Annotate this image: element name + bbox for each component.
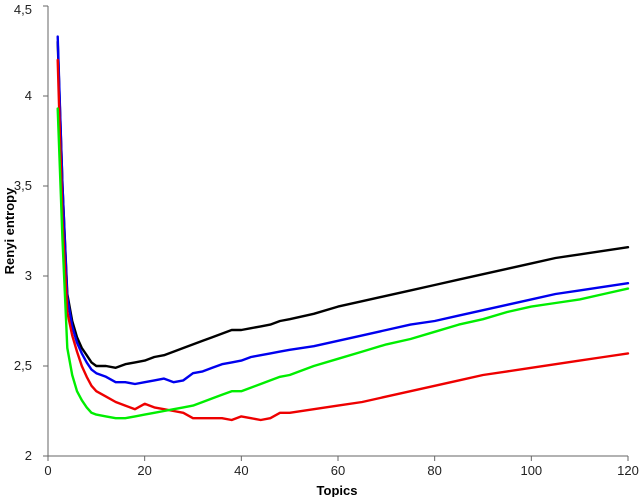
y-tick-label: 2 [25,448,32,463]
series-line-3 [56,58,630,422]
series-line-1 [56,40,630,369]
x-tick-label: 60 [331,463,345,478]
y-tick-label: 2,5 [14,358,32,373]
series-line-2 [56,35,630,386]
x-tick-label: 120 [617,463,639,478]
axes [47,6,628,457]
x-axis-title: Topics [317,483,358,497]
y-tick-label: 4 [25,88,32,103]
y-tick-label: 3,5 [14,178,32,193]
y-tick-label: 4,5 [14,2,32,17]
series-line-4 [56,107,630,420]
y-axis-title: Renyi entropy [2,187,17,274]
x-tick-label: 20 [137,463,151,478]
ticks: 0 20 40 60 80 100 120 2 2,5 3 3,5 4 4,5 [14,2,639,478]
x-tick-label: 80 [427,463,441,478]
series-group [56,35,630,422]
y-tick-label: 3 [25,268,32,283]
x-tick-label: 100 [520,463,542,478]
x-tick-label: 0 [44,463,51,478]
x-tick-label: 40 [234,463,248,478]
